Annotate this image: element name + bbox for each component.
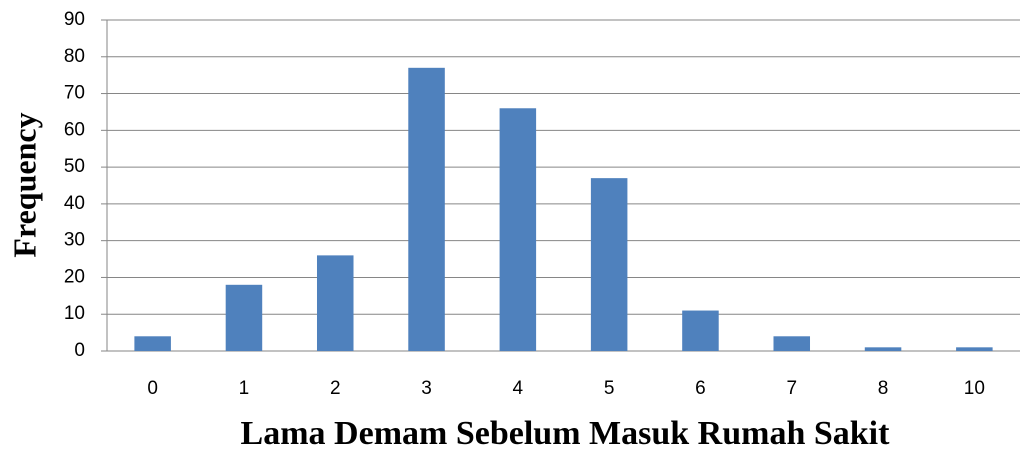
x-tick-label: 6 xyxy=(695,378,706,399)
bar xyxy=(590,178,628,351)
x-tick-label: 1 xyxy=(239,378,250,399)
y-tick-label: 0 xyxy=(74,340,85,361)
y-tick-label: 30 xyxy=(64,230,85,251)
x-tick-label: 7 xyxy=(786,378,797,399)
y-tick-label: 50 xyxy=(64,156,85,177)
x-tick-label: 5 xyxy=(604,378,615,399)
y-tick-label: 10 xyxy=(64,303,85,324)
bar xyxy=(956,347,993,351)
bar xyxy=(316,255,354,351)
bar xyxy=(682,310,719,351)
x-tick-label: 2 xyxy=(330,378,341,399)
bar xyxy=(408,67,445,352)
bar xyxy=(499,108,537,352)
y-tick-label: 70 xyxy=(64,83,85,104)
y-tick-label: 90 xyxy=(64,9,85,30)
x-tick-label: 8 xyxy=(878,378,889,399)
y-tick-label: 20 xyxy=(64,266,85,287)
x-tick-label: 4 xyxy=(513,378,524,399)
bar xyxy=(864,347,902,351)
x-tick-label: 10 xyxy=(964,378,985,399)
y-axis-title: Frequency xyxy=(6,112,42,257)
x-axis-title: Lama Demam Sebelum Masuk Rumah Sakit xyxy=(241,415,891,451)
y-tick-label: 40 xyxy=(64,193,85,214)
bar xyxy=(134,336,171,351)
x-tick-label: 3 xyxy=(421,378,432,399)
bar xyxy=(773,336,811,351)
x-tick-label: 0 xyxy=(147,378,158,399)
bar xyxy=(225,284,263,351)
y-tick-label: 60 xyxy=(64,119,85,140)
y-tick-label: 80 xyxy=(64,46,85,67)
